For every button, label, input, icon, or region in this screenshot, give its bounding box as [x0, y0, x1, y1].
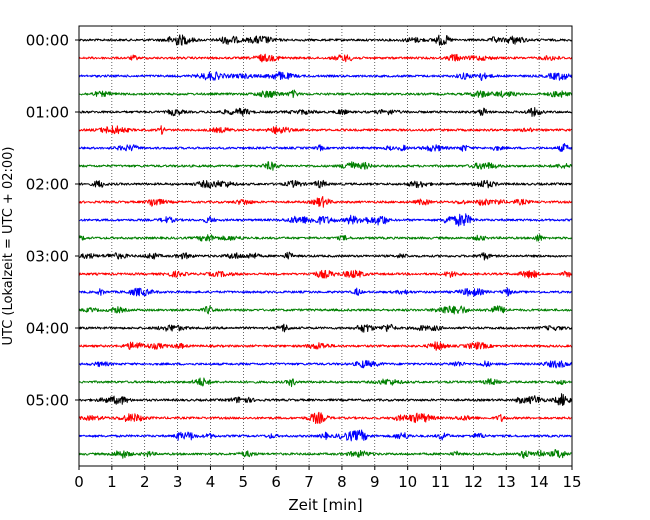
x-tick-label: 9 — [370, 473, 380, 491]
seismic-trace — [78, 125, 573, 135]
seismic-trace — [78, 251, 573, 261]
x-tick-label: 12 — [464, 473, 483, 491]
y-tick-label: 05:00 — [26, 392, 69, 410]
x-tick-label: 5 — [239, 473, 249, 491]
y-tick-label: 03:00 — [26, 248, 69, 266]
x-tick-label: 4 — [206, 473, 216, 491]
seismic-trace — [78, 179, 573, 189]
x-tick-label: 11 — [431, 473, 450, 491]
x-tick-label: 3 — [173, 473, 183, 491]
seismic-trace — [78, 411, 573, 425]
seismic-trace — [78, 449, 573, 459]
x-tick-label: 14 — [530, 473, 549, 491]
y-axis-label: UTC (Lokalzeit = UTC + 02:00) — [1, 147, 16, 346]
seismic-trace — [78, 393, 573, 406]
x-tick-label: 13 — [497, 473, 516, 491]
x-axis-label: Zeit [min] — [288, 496, 362, 514]
x-tick-label: 1 — [107, 473, 117, 491]
seismic-trace — [78, 341, 573, 351]
seismic-trace — [78, 269, 573, 279]
seismic-trace — [78, 71, 573, 81]
y-axis-ticks: 00:00 01:00 02:00 03:00 04:00 05:00 — [26, 32, 79, 410]
seismic-trace — [78, 213, 573, 227]
x-tick-label: 10 — [398, 473, 417, 491]
y-tick-label: 04:00 — [26, 320, 69, 338]
x-tick-label: 0 — [74, 473, 84, 491]
seismic-trace — [78, 234, 573, 242]
seismic-trace — [78, 359, 573, 369]
seismic-trace — [78, 106, 573, 117]
y-tick-label: 00:00 — [26, 32, 69, 50]
seismic-trace — [78, 305, 573, 315]
x-tick-label: 8 — [337, 473, 347, 491]
y-tick-label: 01:00 — [26, 104, 69, 122]
seismic-trace — [78, 195, 573, 208]
seismic-trace — [78, 429, 573, 442]
seismic-trace — [78, 161, 573, 171]
x-axis-ticks: 0 1 2 3 4 5 6 7 8 9 10 11 12 13 14 15 — [74, 466, 582, 491]
x-tick-label: 15 — [562, 473, 581, 491]
seismic-trace — [78, 53, 573, 63]
x-tick-label: 7 — [304, 473, 314, 491]
seismic-trace — [78, 377, 573, 388]
x-tick-label: 6 — [271, 473, 281, 491]
seismic-trace — [78, 143, 573, 153]
seismic-trace — [78, 287, 573, 297]
plot-frame — [78, 25, 573, 467]
y-tick-label: 02:00 — [26, 176, 69, 194]
seismic-trace — [78, 34, 573, 46]
x-tick-label: 2 — [140, 473, 150, 491]
seismic-trace — [78, 89, 573, 99]
traces — [78, 34, 573, 459]
seismic-trace — [78, 323, 573, 333]
